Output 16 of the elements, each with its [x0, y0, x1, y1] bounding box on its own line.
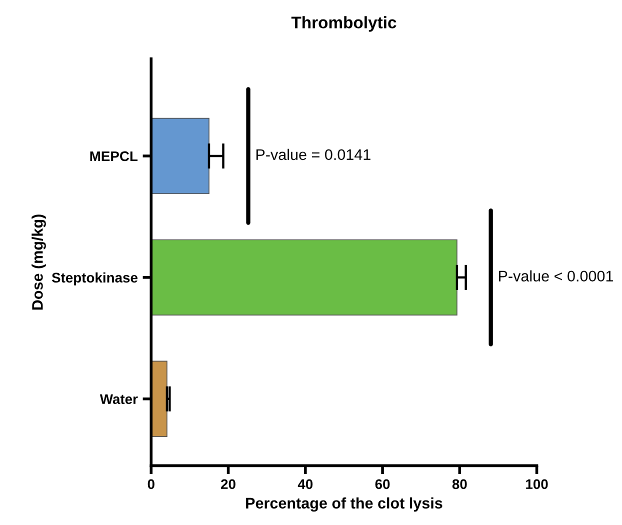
x-tick-label: 80 — [452, 479, 467, 490]
bar — [151, 239, 458, 316]
x-tick-label: 100 — [526, 479, 548, 490]
chart-title: Thrombolytic — [291, 16, 396, 32]
x-axis-title: Percentage of the clot lysis — [246, 497, 442, 512]
x-tick-label: 0 — [148, 479, 154, 490]
x-tick-label: 40 — [298, 479, 313, 490]
y-axis-title: Dose (mg/kg) — [32, 214, 46, 310]
y-tick-label: Steptokinase — [52, 272, 138, 286]
bar — [151, 118, 210, 194]
y-tick-label: Water — [100, 394, 138, 404]
x-tick-label: 60 — [375, 479, 390, 490]
y-tick-label: MEPCL — [90, 151, 138, 162]
annotation: P-value = 0.0141 — [256, 148, 370, 160]
x-tick-label: 20 — [221, 479, 236, 490]
annotation: P-value < 0.0001 — [499, 270, 613, 282]
